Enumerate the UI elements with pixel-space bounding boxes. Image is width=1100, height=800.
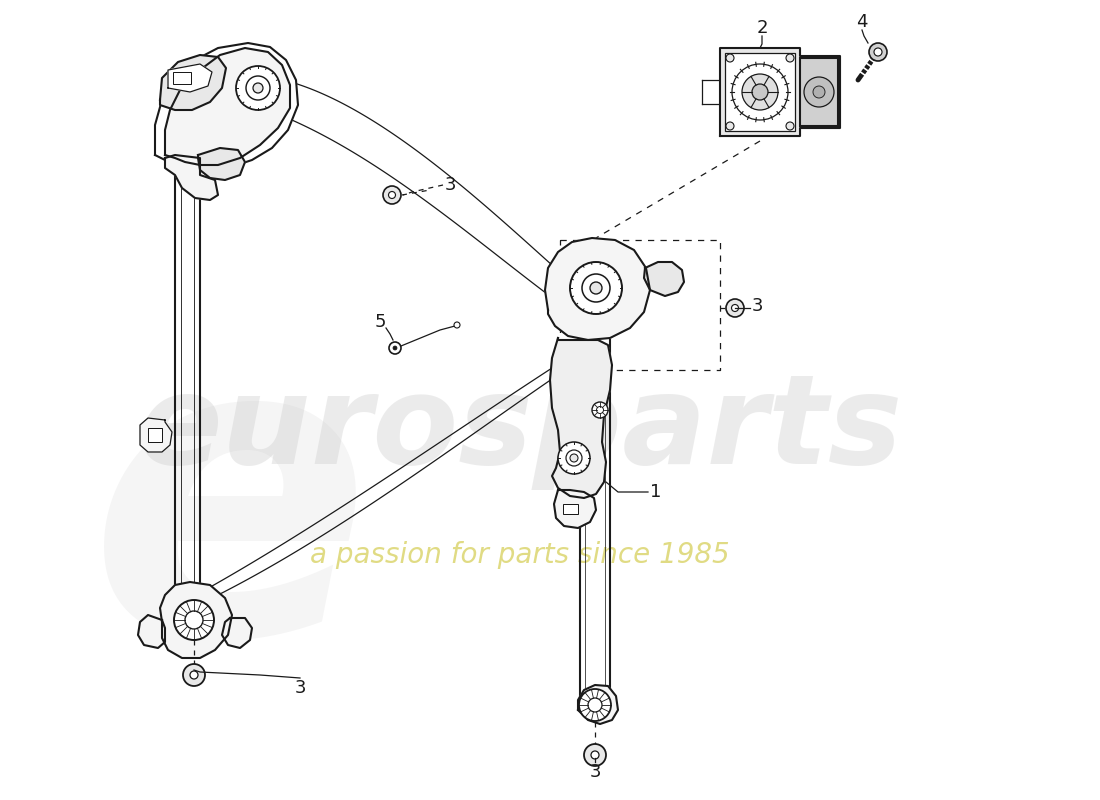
- Circle shape: [393, 346, 397, 350]
- Circle shape: [566, 450, 582, 466]
- Circle shape: [786, 54, 794, 62]
- Circle shape: [732, 305, 738, 311]
- Text: 3: 3: [590, 763, 601, 781]
- Polygon shape: [160, 55, 226, 110]
- Circle shape: [596, 406, 604, 414]
- Circle shape: [388, 191, 396, 198]
- Circle shape: [383, 186, 402, 204]
- Polygon shape: [554, 490, 596, 528]
- Text: 3: 3: [752, 297, 763, 315]
- Circle shape: [869, 43, 887, 61]
- Bar: [148, 428, 162, 442]
- Text: 5: 5: [374, 313, 386, 331]
- Circle shape: [190, 671, 198, 679]
- Circle shape: [389, 342, 402, 354]
- Circle shape: [590, 282, 602, 294]
- Polygon shape: [578, 685, 618, 724]
- Bar: [800, 58, 838, 126]
- Circle shape: [726, 299, 744, 317]
- Polygon shape: [138, 615, 165, 648]
- Circle shape: [726, 54, 734, 62]
- Bar: [725, 53, 795, 131]
- Circle shape: [752, 84, 768, 100]
- Polygon shape: [140, 418, 172, 452]
- Circle shape: [588, 698, 602, 712]
- Circle shape: [726, 122, 734, 130]
- Text: a passion for parts since 1985: a passion for parts since 1985: [310, 541, 729, 569]
- Polygon shape: [544, 238, 650, 340]
- Circle shape: [579, 689, 610, 721]
- Circle shape: [570, 454, 578, 462]
- Polygon shape: [155, 43, 298, 170]
- Circle shape: [874, 48, 882, 56]
- Text: 2: 2: [757, 19, 768, 37]
- Polygon shape: [168, 64, 212, 92]
- Text: 4: 4: [856, 13, 868, 31]
- Polygon shape: [165, 48, 290, 165]
- Circle shape: [804, 77, 834, 107]
- Circle shape: [253, 83, 263, 93]
- Polygon shape: [160, 582, 232, 658]
- Polygon shape: [165, 155, 218, 200]
- Circle shape: [742, 74, 778, 110]
- Polygon shape: [644, 262, 684, 296]
- Text: 3: 3: [295, 679, 306, 697]
- Text: e: e: [89, 318, 372, 722]
- Circle shape: [246, 76, 270, 100]
- Polygon shape: [198, 148, 245, 180]
- Circle shape: [183, 664, 205, 686]
- Polygon shape: [222, 618, 252, 648]
- Text: 1: 1: [650, 483, 661, 501]
- Circle shape: [732, 64, 788, 120]
- Text: eurosparts: eurosparts: [138, 370, 903, 490]
- Bar: [173, 72, 191, 84]
- Circle shape: [558, 442, 590, 474]
- Circle shape: [813, 86, 825, 98]
- Circle shape: [185, 611, 204, 629]
- Polygon shape: [550, 338, 612, 498]
- Circle shape: [592, 402, 608, 418]
- Circle shape: [584, 744, 606, 766]
- Circle shape: [786, 122, 794, 130]
- Circle shape: [582, 274, 610, 302]
- Circle shape: [570, 262, 622, 314]
- Bar: [563, 504, 578, 514]
- Circle shape: [454, 322, 460, 328]
- Polygon shape: [720, 48, 840, 136]
- Text: 3: 3: [446, 176, 456, 194]
- Circle shape: [591, 751, 600, 759]
- Circle shape: [236, 66, 280, 110]
- Circle shape: [174, 600, 214, 640]
